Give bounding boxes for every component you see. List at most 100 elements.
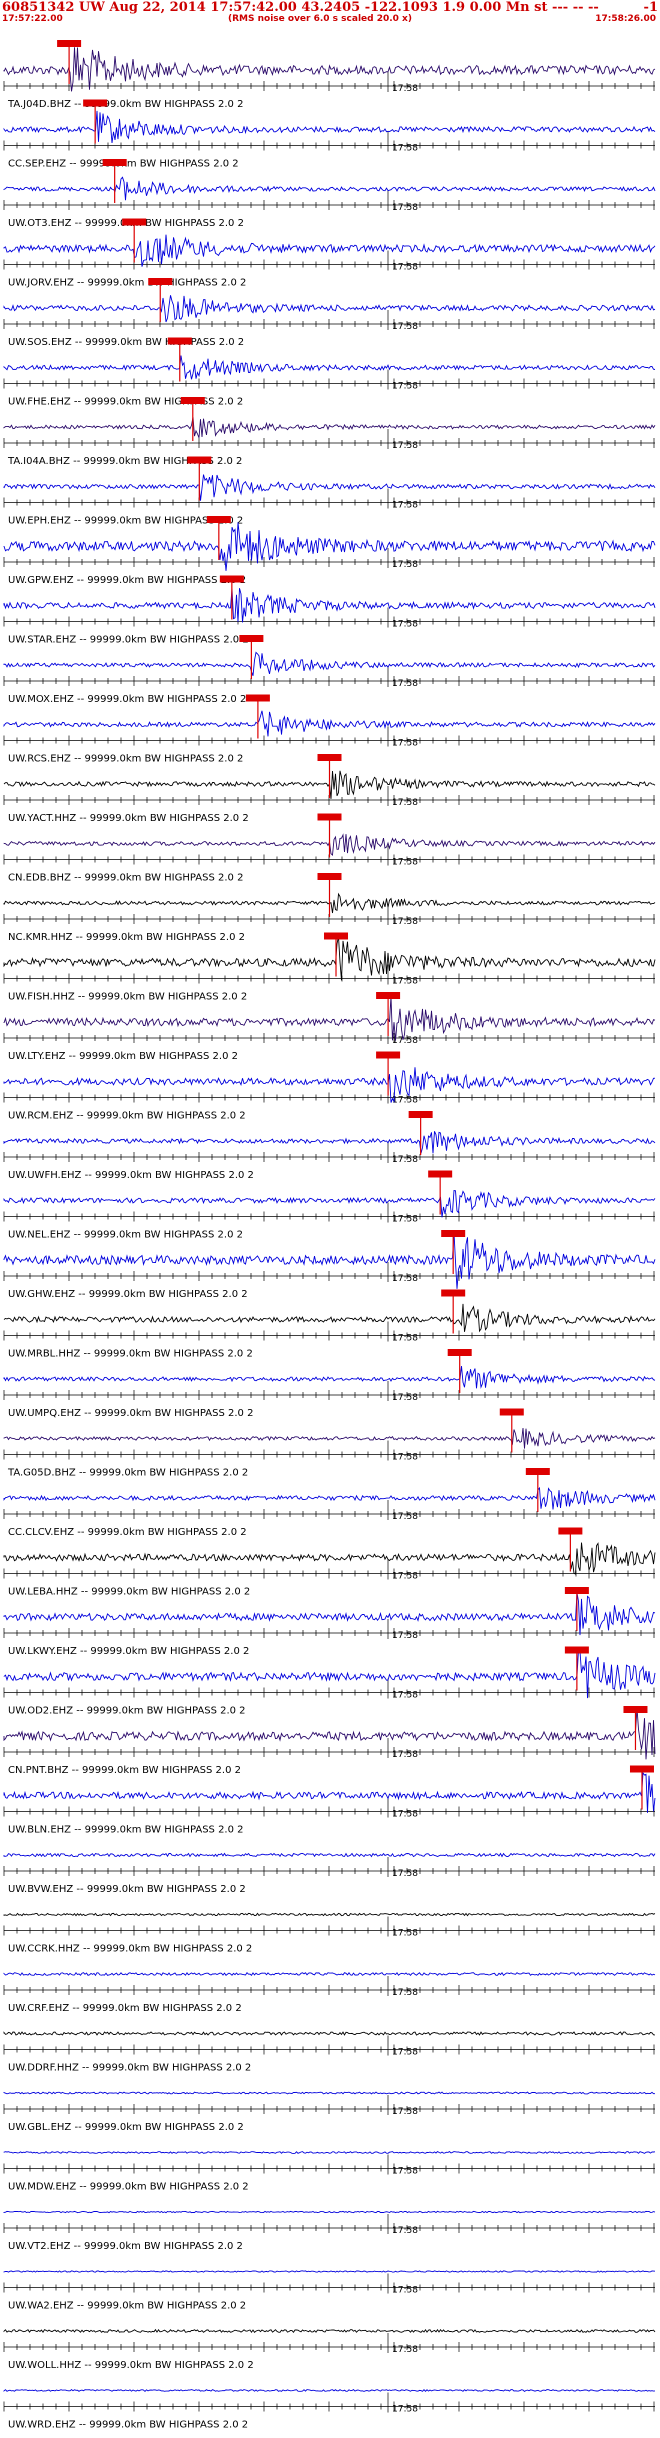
time-ticks	[3, 1747, 655, 1757]
minute-label: 17:58	[392, 917, 418, 927]
trace-label: UW.GHW.EHZ -- 99999.0km BW HIGHPASS 2.0 …	[8, 1289, 248, 1300]
pick-flag	[525, 1468, 550, 1475]
minute-label: 17:58	[392, 1453, 418, 1463]
minute-label: 17:58	[392, 1155, 418, 1165]
trace-label: UW.GPW.EHZ -- 99999.0km BW HIGHPASS 2.0 …	[8, 575, 246, 586]
trace-label: UW.DDRF.HHZ -- 99999.0km BW HIGHPASS 2.0…	[8, 2063, 251, 2074]
waveform-trace	[3, 1707, 656, 1760]
minute-label: 17:58	[392, 620, 418, 630]
minute-label: 17:58	[392, 1036, 418, 1046]
trace-label: CN.PNT.BHZ -- 99999.0km BW HIGHPASS 2.0 …	[8, 1765, 241, 1776]
trace-label: UW.LEBA.HHZ -- 99999.0km BW HIGHPASS 2.0…	[8, 1587, 250, 1598]
minute-label: 17:58	[392, 1631, 418, 1641]
pick-flag	[558, 1527, 583, 1535]
pick-flag	[376, 992, 401, 999]
minute-label: 17:58	[392, 798, 418, 808]
pick-flag	[167, 337, 192, 345]
pick-flag	[180, 397, 205, 404]
pick-flag	[623, 1706, 648, 1713]
time-ticks	[3, 2044, 655, 2055]
time-ticks	[3, 973, 655, 984]
trace-label: UW.STAR.EHZ -- 99999.0km BW HIGHPASS 2.0…	[8, 635, 249, 646]
time-ticks	[3, 200, 655, 210]
waveform-trace	[3, 1303, 656, 1333]
minute-label: 17:58	[392, 1393, 418, 1403]
time-ticks	[3, 1271, 655, 1281]
minute-label: 17:58	[392, 2167, 418, 2177]
trace-label: UW.FISH.HHZ -- 99999.0km BW HIGHPASS 2.0…	[8, 992, 247, 1003]
waveform-trace	[3, 2328, 656, 2334]
event-title-suffix: -1	[643, 0, 658, 15]
waveform-trace	[3, 1852, 656, 1858]
time-ticks	[3, 795, 655, 805]
waveform-trace	[3, 936, 656, 981]
minute-label: 17:58	[392, 858, 418, 868]
minute-label: 17:58	[392, 1988, 418, 1998]
time-ticks	[3, 1152, 655, 1162]
time-ticks	[3, 438, 655, 448]
minute-label: 17:58	[392, 1274, 418, 1284]
trace-label: UW.WRD.EHZ -- 99999.0km BW HIGHPASS 2.0 …	[8, 2420, 248, 2431]
time-ticks	[3, 81, 655, 91]
trace-label: UW.MOX.EHZ -- 99999.0km BW HIGHPASS 2.0 …	[8, 694, 246, 705]
waveform-trace	[3, 176, 656, 201]
waveform-trace	[3, 833, 656, 857]
time-ticks	[3, 1509, 655, 1519]
minute-label: 17:58	[392, 679, 418, 689]
time-ticks	[3, 1211, 655, 1222]
pick-flag	[317, 873, 342, 880]
time-ticks	[3, 854, 655, 865]
trace-label: UW.YACT.HHZ -- 99999.0km BW HIGHPASS 2.0…	[8, 813, 249, 824]
minute-label: 17:58	[392, 739, 418, 749]
end-time: 17:58:26.00	[595, 14, 656, 24]
time-ticks	[3, 1985, 655, 1995]
waveform-trace	[3, 2150, 656, 2154]
minute-label: 17:58	[392, 1869, 418, 1879]
pick-flag	[441, 1289, 466, 1297]
waveform-trace	[3, 522, 656, 571]
time-ticks	[3, 2223, 655, 2233]
trace-label: TA.J04D.BHZ -- 99999.0km BW HIGHPASS 2.0…	[7, 99, 243, 110]
minute-label: 17:58	[392, 1929, 418, 1939]
waveform-trace	[3, 2091, 655, 2095]
time-ticks	[3, 2282, 655, 2293]
trace-label: TA.I04A.BHZ -- 99999.0km BW HIGHPASS 2.0…	[7, 456, 242, 467]
time-ticks	[3, 1390, 655, 1400]
pick-flag	[447, 1349, 472, 1356]
pick-flag	[102, 159, 127, 166]
waveform-trace	[3, 651, 656, 676]
time-ticks	[3, 497, 655, 508]
minute-label: 17:58	[392, 2226, 418, 2236]
pick-flag	[428, 1170, 453, 1178]
time-ticks	[3, 2163, 655, 2174]
waveform-trace	[3, 892, 656, 914]
pick-flag	[239, 635, 264, 642]
minute-label: 17:58	[392, 1691, 418, 1701]
minute-label: 17:58	[392, 2286, 418, 2296]
time-ticks	[3, 1330, 655, 1341]
minute-label: 17:58	[392, 977, 418, 987]
pick-flag	[57, 40, 82, 47]
time-ticks	[3, 1687, 655, 1698]
time-ticks	[3, 259, 655, 270]
trace-label: UW.BLN.EHZ -- 99999.0km BW HIGHPASS 2.0 …	[8, 1825, 244, 1836]
trace-label: UW.MRBL.HHZ -- 99999.0km BW HIGHPASS 2.0…	[8, 1349, 253, 1360]
minute-label: 17:58	[392, 144, 418, 154]
trace-label: UW.NEL.EHZ -- 99999.0km BW HIGHPASS 2.0 …	[8, 1230, 243, 1241]
minute-label: 17:58	[392, 1096, 418, 1106]
trace-label: UW.SOS.EHZ -- 99999.0km BW HIGHPASS 2.0 …	[8, 337, 244, 348]
waveform-trace	[3, 47, 656, 92]
trace-label: UW.CCRK.HHZ -- 99999.0km BW HIGHPASS 2.0…	[8, 1944, 252, 1955]
minute-label: 17:58	[392, 1572, 418, 1582]
trace-label: UW.RCS.EHZ -- 99999.0km BW HIGHPASS 2.0 …	[8, 754, 243, 765]
pick-flag	[408, 1111, 433, 1118]
pick-flag	[441, 1230, 466, 1237]
trace-label: UW.MDW.EHZ -- 99999.0km BW HIGHPASS 2.0 …	[8, 2182, 249, 2193]
pick-flag	[122, 218, 147, 226]
waveform-trace	[3, 1771, 656, 1813]
minute-label: 17:58	[392, 1750, 418, 1760]
pick-flag	[219, 575, 244, 583]
trace-label: UW.OD2.EHZ -- 99999.0km BW HIGHPASS 2.0 …	[8, 1706, 246, 1717]
time-ticks	[3, 2401, 655, 2412]
trace-label: NC.KMR.HHZ -- 99999.0km BW HIGHPASS 2.0 …	[8, 932, 245, 943]
